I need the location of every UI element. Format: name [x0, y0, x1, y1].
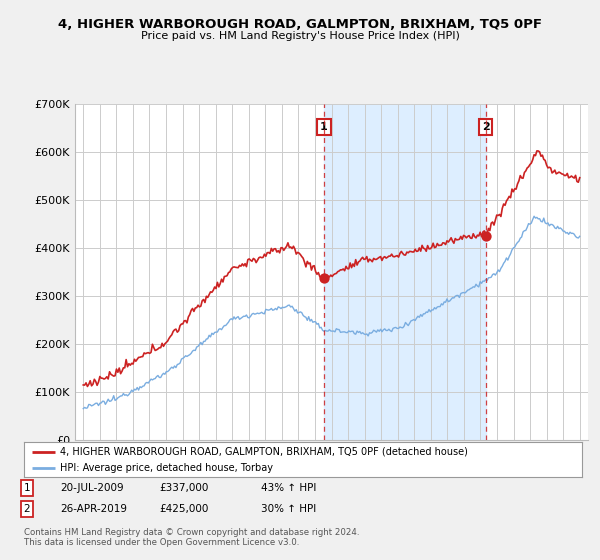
Text: Price paid vs. HM Land Registry's House Price Index (HPI): Price paid vs. HM Land Registry's House … — [140, 31, 460, 41]
Text: 4, HIGHER WARBOROUGH ROAD, GALMPTON, BRIXHAM, TQ5 0PF (detached house): 4, HIGHER WARBOROUGH ROAD, GALMPTON, BRI… — [60, 447, 468, 457]
Text: 2: 2 — [23, 504, 31, 514]
Point — [319, 273, 329, 282]
Bar — [324, 104, 486, 440]
Text: This data is licensed under the Open Government Licence v3.0.: This data is licensed under the Open Gov… — [24, 538, 299, 547]
Text: 26-APR-2019: 26-APR-2019 — [60, 504, 127, 514]
Text: 4, HIGHER WARBOROUGH ROAD, GALMPTON, BRIXHAM, TQ5 0PF: 4, HIGHER WARBOROUGH ROAD, GALMPTON, BRI… — [58, 18, 542, 31]
Text: 1: 1 — [23, 483, 31, 493]
Text: 30% ↑ HPI: 30% ↑ HPI — [261, 504, 316, 514]
Text: 43% ↑ HPI: 43% ↑ HPI — [261, 483, 316, 493]
Text: £425,000: £425,000 — [159, 504, 208, 514]
Text: Contains HM Land Registry data © Crown copyright and database right 2024.: Contains HM Land Registry data © Crown c… — [24, 528, 359, 536]
Point — [481, 231, 491, 240]
Text: £337,000: £337,000 — [159, 483, 208, 493]
Text: 1: 1 — [320, 122, 328, 132]
Text: 2: 2 — [482, 122, 490, 132]
Text: HPI: Average price, detached house, Torbay: HPI: Average price, detached house, Torb… — [60, 464, 273, 473]
Text: 20-JUL-2009: 20-JUL-2009 — [60, 483, 124, 493]
